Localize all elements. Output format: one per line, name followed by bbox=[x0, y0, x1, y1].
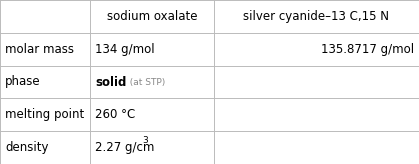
Text: 2.27 g/cm: 2.27 g/cm bbox=[95, 141, 155, 154]
Text: density: density bbox=[5, 141, 49, 154]
Text: 260 °C: 260 °C bbox=[95, 108, 135, 121]
Text: silver cyanide–13 C,15 N: silver cyanide–13 C,15 N bbox=[243, 10, 389, 23]
Text: melting point: melting point bbox=[5, 108, 84, 121]
Text: phase: phase bbox=[5, 75, 41, 89]
Text: molar mass: molar mass bbox=[5, 43, 74, 56]
Text: (at STP): (at STP) bbox=[124, 78, 165, 86]
Text: sodium oxalate: sodium oxalate bbox=[107, 10, 197, 23]
Text: solid: solid bbox=[95, 75, 127, 89]
Text: 135.8717 g/mol: 135.8717 g/mol bbox=[321, 43, 414, 56]
Text: 134 g/mol: 134 g/mol bbox=[95, 43, 155, 56]
Text: 3: 3 bbox=[142, 136, 148, 145]
